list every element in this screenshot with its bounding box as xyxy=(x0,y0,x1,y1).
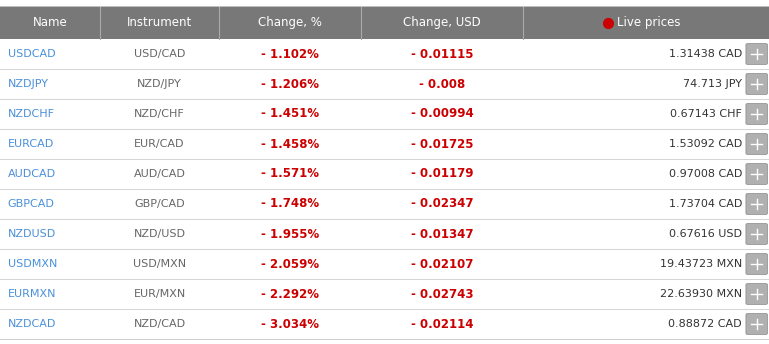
Text: USD/CAD: USD/CAD xyxy=(134,49,185,59)
Text: NZDCHF: NZDCHF xyxy=(8,109,55,119)
Text: NZD/JPY: NZD/JPY xyxy=(137,79,182,89)
Text: - 0.02347: - 0.02347 xyxy=(411,197,474,211)
Text: 0.97008 CAD: 0.97008 CAD xyxy=(669,169,742,179)
Text: 19.43723 MXN: 19.43723 MXN xyxy=(660,259,742,269)
Text: EUR/MXN: EUR/MXN xyxy=(134,289,185,299)
Text: Change, USD: Change, USD xyxy=(403,16,481,29)
FancyBboxPatch shape xyxy=(746,163,767,184)
Text: 1.31438 CAD: 1.31438 CAD xyxy=(669,49,742,59)
Text: USDMXN: USDMXN xyxy=(8,259,57,269)
Text: EUR/CAD: EUR/CAD xyxy=(135,139,185,149)
Text: - 0.02743: - 0.02743 xyxy=(411,288,474,301)
Text: - 0.02114: - 0.02114 xyxy=(411,318,474,331)
Text: 0.67143 CHF: 0.67143 CHF xyxy=(671,109,742,119)
Text: - 1.748%: - 1.748% xyxy=(261,197,319,211)
Text: - 2.059%: - 2.059% xyxy=(261,258,319,270)
Text: - 1.102%: - 1.102% xyxy=(261,47,319,61)
Text: - 1.955%: - 1.955% xyxy=(261,227,319,240)
Text: 0.88872 CAD: 0.88872 CAD xyxy=(668,319,742,329)
Text: AUD/CAD: AUD/CAD xyxy=(134,169,185,179)
Text: EURCAD: EURCAD xyxy=(8,139,54,149)
Text: Live prices: Live prices xyxy=(617,16,681,29)
Text: 22.63930 MXN: 22.63930 MXN xyxy=(660,289,742,299)
FancyBboxPatch shape xyxy=(0,6,769,39)
Text: Name: Name xyxy=(32,16,68,29)
Text: - 0.01347: - 0.01347 xyxy=(411,227,474,240)
FancyBboxPatch shape xyxy=(746,43,767,64)
Text: 74.713 JPY: 74.713 JPY xyxy=(683,79,742,89)
FancyBboxPatch shape xyxy=(746,313,767,334)
Text: 1.53092 CAD: 1.53092 CAD xyxy=(669,139,742,149)
Text: - 0.01115: - 0.01115 xyxy=(411,47,474,61)
Text: - 2.292%: - 2.292% xyxy=(261,288,319,301)
Text: USD/MXN: USD/MXN xyxy=(133,259,186,269)
Text: NZD/USD: NZD/USD xyxy=(134,229,185,239)
Text: USDCAD: USDCAD xyxy=(8,49,55,59)
Text: GBPCAD: GBPCAD xyxy=(8,199,55,209)
Text: - 1.571%: - 1.571% xyxy=(261,168,319,181)
Text: Change, %: Change, % xyxy=(258,16,322,29)
FancyBboxPatch shape xyxy=(746,133,767,154)
Text: - 3.034%: - 3.034% xyxy=(261,318,319,331)
Text: - 0.00994: - 0.00994 xyxy=(411,107,474,120)
Text: 0.67616 USD: 0.67616 USD xyxy=(669,229,742,239)
Text: - 0.02107: - 0.02107 xyxy=(411,258,474,270)
Text: - 1.458%: - 1.458% xyxy=(261,138,319,151)
Text: NZDCAD: NZDCAD xyxy=(8,319,56,329)
Text: NZDJPY: NZDJPY xyxy=(8,79,48,89)
Text: GBP/CAD: GBP/CAD xyxy=(135,199,185,209)
Text: Instrument: Instrument xyxy=(127,16,192,29)
FancyBboxPatch shape xyxy=(746,254,767,275)
FancyBboxPatch shape xyxy=(746,224,767,245)
Text: AUDCAD: AUDCAD xyxy=(8,169,56,179)
FancyBboxPatch shape xyxy=(746,74,767,95)
Text: - 1.451%: - 1.451% xyxy=(261,107,319,120)
FancyBboxPatch shape xyxy=(746,283,767,304)
Text: - 0.01725: - 0.01725 xyxy=(411,138,474,151)
Text: EURMXN: EURMXN xyxy=(8,289,56,299)
FancyBboxPatch shape xyxy=(746,194,767,215)
Text: - 0.01179: - 0.01179 xyxy=(411,168,474,181)
Text: 1.73704 CAD: 1.73704 CAD xyxy=(669,199,742,209)
FancyBboxPatch shape xyxy=(746,104,767,125)
Text: - 0.008: - 0.008 xyxy=(419,77,465,90)
Text: - 1.206%: - 1.206% xyxy=(261,77,319,90)
Text: NZDUSD: NZDUSD xyxy=(8,229,56,239)
Text: NZD/CHF: NZD/CHF xyxy=(135,109,185,119)
Text: NZD/CAD: NZD/CAD xyxy=(134,319,185,329)
